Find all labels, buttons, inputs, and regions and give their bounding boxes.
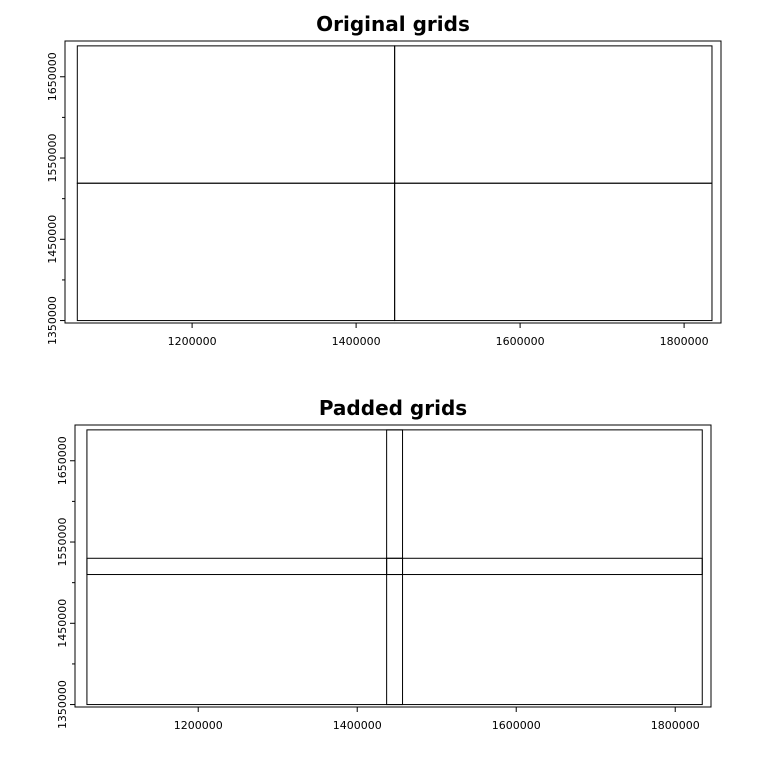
grid-cell-1	[86, 557, 404, 706]
x-tick-label: 1800000	[651, 719, 700, 732]
padded-grids-title: Padded grids	[319, 396, 467, 420]
x-tick-label: 1600000	[496, 335, 545, 348]
y-tick-label: 1350000	[46, 296, 59, 345]
grid-cell-2	[394, 182, 713, 322]
grid-cell-4	[394, 45, 713, 184]
x-tick-label: 1200000	[168, 335, 217, 348]
y-tick-label: 1350000	[56, 680, 69, 729]
x-tick-label: 1800000	[660, 335, 709, 348]
plot-frame	[64, 40, 722, 324]
x-tick-label: 1600000	[492, 719, 541, 732]
y-tick-label: 1550000	[56, 518, 69, 567]
y-tick-label: 1650000	[56, 436, 69, 485]
y-tick-label: 1450000	[46, 215, 59, 264]
grid-cell-3	[76, 45, 396, 184]
grid-cell-2	[386, 557, 703, 706]
grid-cell-3	[86, 429, 404, 576]
original-grids-title: Original grids	[316, 12, 470, 36]
x-tick-label: 1400000	[332, 335, 381, 348]
x-tick-label: 1200000	[174, 719, 223, 732]
grid-cell-4	[386, 429, 703, 576]
x-tick-label: 1400000	[333, 719, 382, 732]
original-grids-panel: Original grids 1200000 1400000 1600000 1800…	[46, 12, 722, 348]
y-tick-label: 1650000	[46, 52, 59, 101]
plot-frame	[74, 424, 712, 708]
y-tick-label: 1550000	[46, 134, 59, 183]
grid-cell-1	[76, 182, 396, 322]
y-tick-label: 1450000	[56, 599, 69, 648]
padded-grids-panel: Padded grids 1200000 1400000 1600000 180000…	[56, 396, 712, 732]
